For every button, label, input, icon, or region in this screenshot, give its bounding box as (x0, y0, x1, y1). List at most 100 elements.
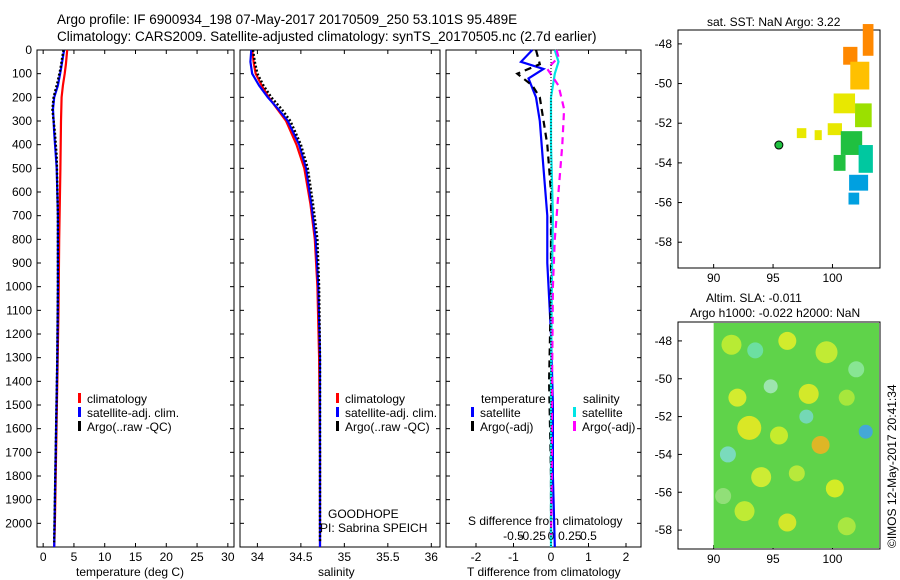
ssh-map-blob (837, 517, 856, 536)
ssh-map-ytick-label: -50 (655, 372, 673, 386)
figure-title-line2: Climatology: CARS2009. Satellite-adjuste… (57, 29, 597, 44)
sst-map-cell (833, 154, 846, 171)
temperature-xtick-label: 0 (40, 550, 47, 564)
ssh-map-blob (737, 415, 762, 440)
ssh-map-blob (799, 409, 814, 424)
temperature-ytick-label: 1300 (5, 351, 32, 365)
sst-map-cell (796, 128, 807, 139)
ssh-map-blob (728, 388, 747, 407)
temperature-xtick-label: 15 (129, 550, 143, 564)
difference-series-temperature-argo-adj- (515, 49, 553, 536)
temperature-ytick-label: 1200 (5, 327, 32, 341)
difference-xtick-label: 2 (623, 550, 630, 564)
ssh-map-blob (763, 379, 778, 394)
salinity-xlabel: salinity (318, 565, 355, 579)
ssh-map-ytick-label: -48 (655, 334, 673, 348)
ssh-map-title-line1: Altim. SLA: -0.011 (706, 291, 802, 305)
temperature-axes-box (36, 49, 235, 548)
difference-xtick-label: 0 (548, 550, 555, 564)
sst-map-ytick-label: -56 (655, 196, 673, 210)
temperature-ytick-label: 2000 (5, 516, 32, 530)
ssh-map-xtick-label: 90 (707, 552, 721, 566)
ssh-map-blob (788, 465, 805, 482)
temperature-xlabel: temperature (deg C) (76, 565, 185, 579)
difference-legend-temperature-heading: temperature (481, 392, 546, 406)
temperature-xtick-label: 10 (98, 550, 112, 564)
ssh-map-blob (715, 488, 732, 505)
difference-top-tick-label: 0.5 (580, 529, 597, 543)
temperature-ytick-label: 800 (12, 232, 32, 246)
salinity-xtick-label: 36 (425, 550, 439, 564)
sst-map-ytick-label: -50 (655, 77, 673, 91)
temperature-ytick-label: 0 (25, 43, 32, 57)
salinity-axes-box (239, 49, 441, 548)
ssh-map-blob (734, 501, 755, 522)
figure-title-line1: Argo profile: IF 6900934_198 07-May-2017… (57, 12, 518, 27)
argo-position-marker (774, 140, 784, 150)
salinity-series-climatology (251, 49, 322, 547)
ssh-map-ytick-label: -58 (655, 523, 673, 537)
ssh-map-blob (825, 479, 844, 498)
ssh-map-blob (770, 426, 788, 445)
sst-map-xtick-label: 95 (766, 271, 780, 285)
sst-map-ytick-label: -58 (655, 235, 673, 249)
difference-legend-temperature-satellite: satellite (471, 406, 521, 420)
ssh-map-blob (751, 467, 772, 488)
temperature-ytick-label: 900 (12, 256, 32, 270)
temperature-ytick-label: 700 (12, 209, 32, 223)
ssh-map-ytick-label: -52 (655, 410, 673, 424)
salinity-legend-satellite: satellite-adj. clim. (336, 406, 437, 420)
project-name: GOODHOPE (328, 507, 399, 521)
temperature-legend-satellite: satellite-adj. clim. (78, 406, 179, 420)
ssh-map-blob (747, 342, 764, 359)
temperature-xtick-label: 30 (221, 550, 235, 564)
temperature-ytick-label: 400 (12, 138, 32, 152)
temperature-ytick-label: 1100 (6, 303, 32, 317)
sst-map-ytick-label: -54 (655, 156, 673, 170)
sst-map-cell (814, 130, 822, 141)
salinity-xtick-label: 34.5 (289, 550, 313, 564)
temperature-ytick-label: 300 (12, 114, 32, 128)
temperature-ytick-label: 1400 (5, 374, 32, 388)
ssh-map-ytick-label: -54 (655, 447, 673, 461)
difference-xtick-label: -1 (508, 550, 519, 564)
sst-map-cell (858, 145, 873, 173)
sst-map-cell (833, 93, 856, 114)
ssh-map-blob (858, 424, 873, 439)
temperature-ytick-label: 1900 (5, 493, 32, 507)
difference-top-tick-label: -0.5 (503, 529, 524, 543)
difference-legend-salinity-heading: salinity (583, 392, 620, 406)
salinity-xtick-label: 34 (251, 550, 265, 564)
ssh-map-blob (778, 513, 797, 532)
ssh-map-ytick-label: -56 (655, 485, 673, 499)
difference-xlabel: T difference from climatology (467, 565, 621, 579)
sst-map-cell (850, 61, 870, 90)
sst-map-cell (840, 131, 863, 155)
temperature-ytick-label: 1700 (5, 445, 32, 459)
difference-series-temperature-satellite (518, 49, 556, 548)
sst-map-cell (827, 123, 842, 136)
ssh-map-blob (815, 341, 838, 364)
ssh-map-xtick-label: 95 (766, 552, 780, 566)
ssh-map-title-line2: Argo h1000: -0.022 h2000: NaN (690, 306, 861, 320)
temperature-ytick-label: 200 (12, 90, 32, 104)
temperature-ytick-label: 1500 (5, 398, 32, 412)
difference-legend-salinity-satellite: satellite (573, 406, 623, 420)
salinity-legend-climatology: climatology (336, 392, 405, 406)
salinity-series-satellite-adj-clim- (249, 49, 322, 547)
sst-map-ytick-label: -52 (655, 116, 673, 130)
salinity-xtick-label: 35.5 (376, 550, 400, 564)
salinity-legend-argo: Argo(..raw -QC) (336, 420, 430, 434)
difference-top-tick-label: -0.25 (519, 529, 547, 543)
difference-xtick-label: -2 (471, 550, 482, 564)
sst-map-xtick-label: 100 (822, 271, 842, 285)
ssh-map-blob (838, 389, 855, 406)
sst-map-cell (843, 46, 858, 65)
temperature-ytick-label: 500 (12, 161, 32, 175)
sst-map-title: sat. SST: NaN Argo: 3.22 (707, 15, 841, 29)
temperature-ytick-label: 600 (12, 185, 32, 199)
difference-legend-temperature-argo: Argo(-adj) (471, 420, 533, 434)
sst-map-cell (855, 103, 872, 128)
sst-map-cell (848, 192, 860, 205)
